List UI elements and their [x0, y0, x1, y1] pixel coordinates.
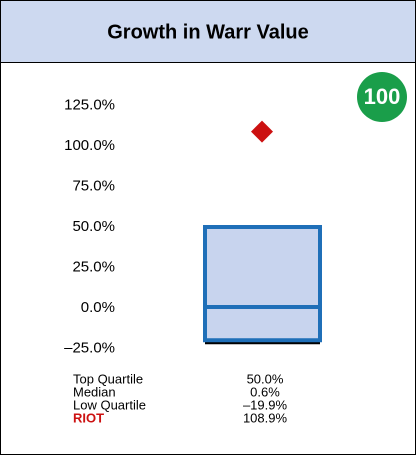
chart-title: Growth in Warr Value — [107, 21, 309, 43]
stat-label: Top Quartile — [73, 371, 143, 386]
y-tick-label: 75.0% — [72, 177, 115, 194]
stat-label: Median — [73, 384, 116, 399]
stat-value: –19.9% — [243, 397, 288, 412]
stat-value: 50.0% — [247, 371, 284, 386]
stat-label: RIOT — [73, 410, 104, 425]
header — [0, 0, 416, 63]
stat-value: 108.9% — [243, 410, 288, 425]
y-tick-label: 100.0% — [64, 137, 115, 154]
y-tick-label: 50.0% — [72, 218, 115, 235]
badge-text: 100 — [364, 84, 401, 109]
box — [203, 225, 322, 343]
riot-marker — [251, 120, 273, 143]
y-tick-label: 0.0% — [81, 299, 115, 316]
stat-value: 0.6% — [250, 384, 280, 399]
badge — [357, 72, 407, 122]
y-tick-label: 125.0% — [64, 96, 115, 113]
stat-label: Low Quartile — [73, 397, 146, 412]
y-tick-label: –25.0% — [64, 339, 115, 356]
y-tick-label: 25.0% — [72, 258, 115, 275]
